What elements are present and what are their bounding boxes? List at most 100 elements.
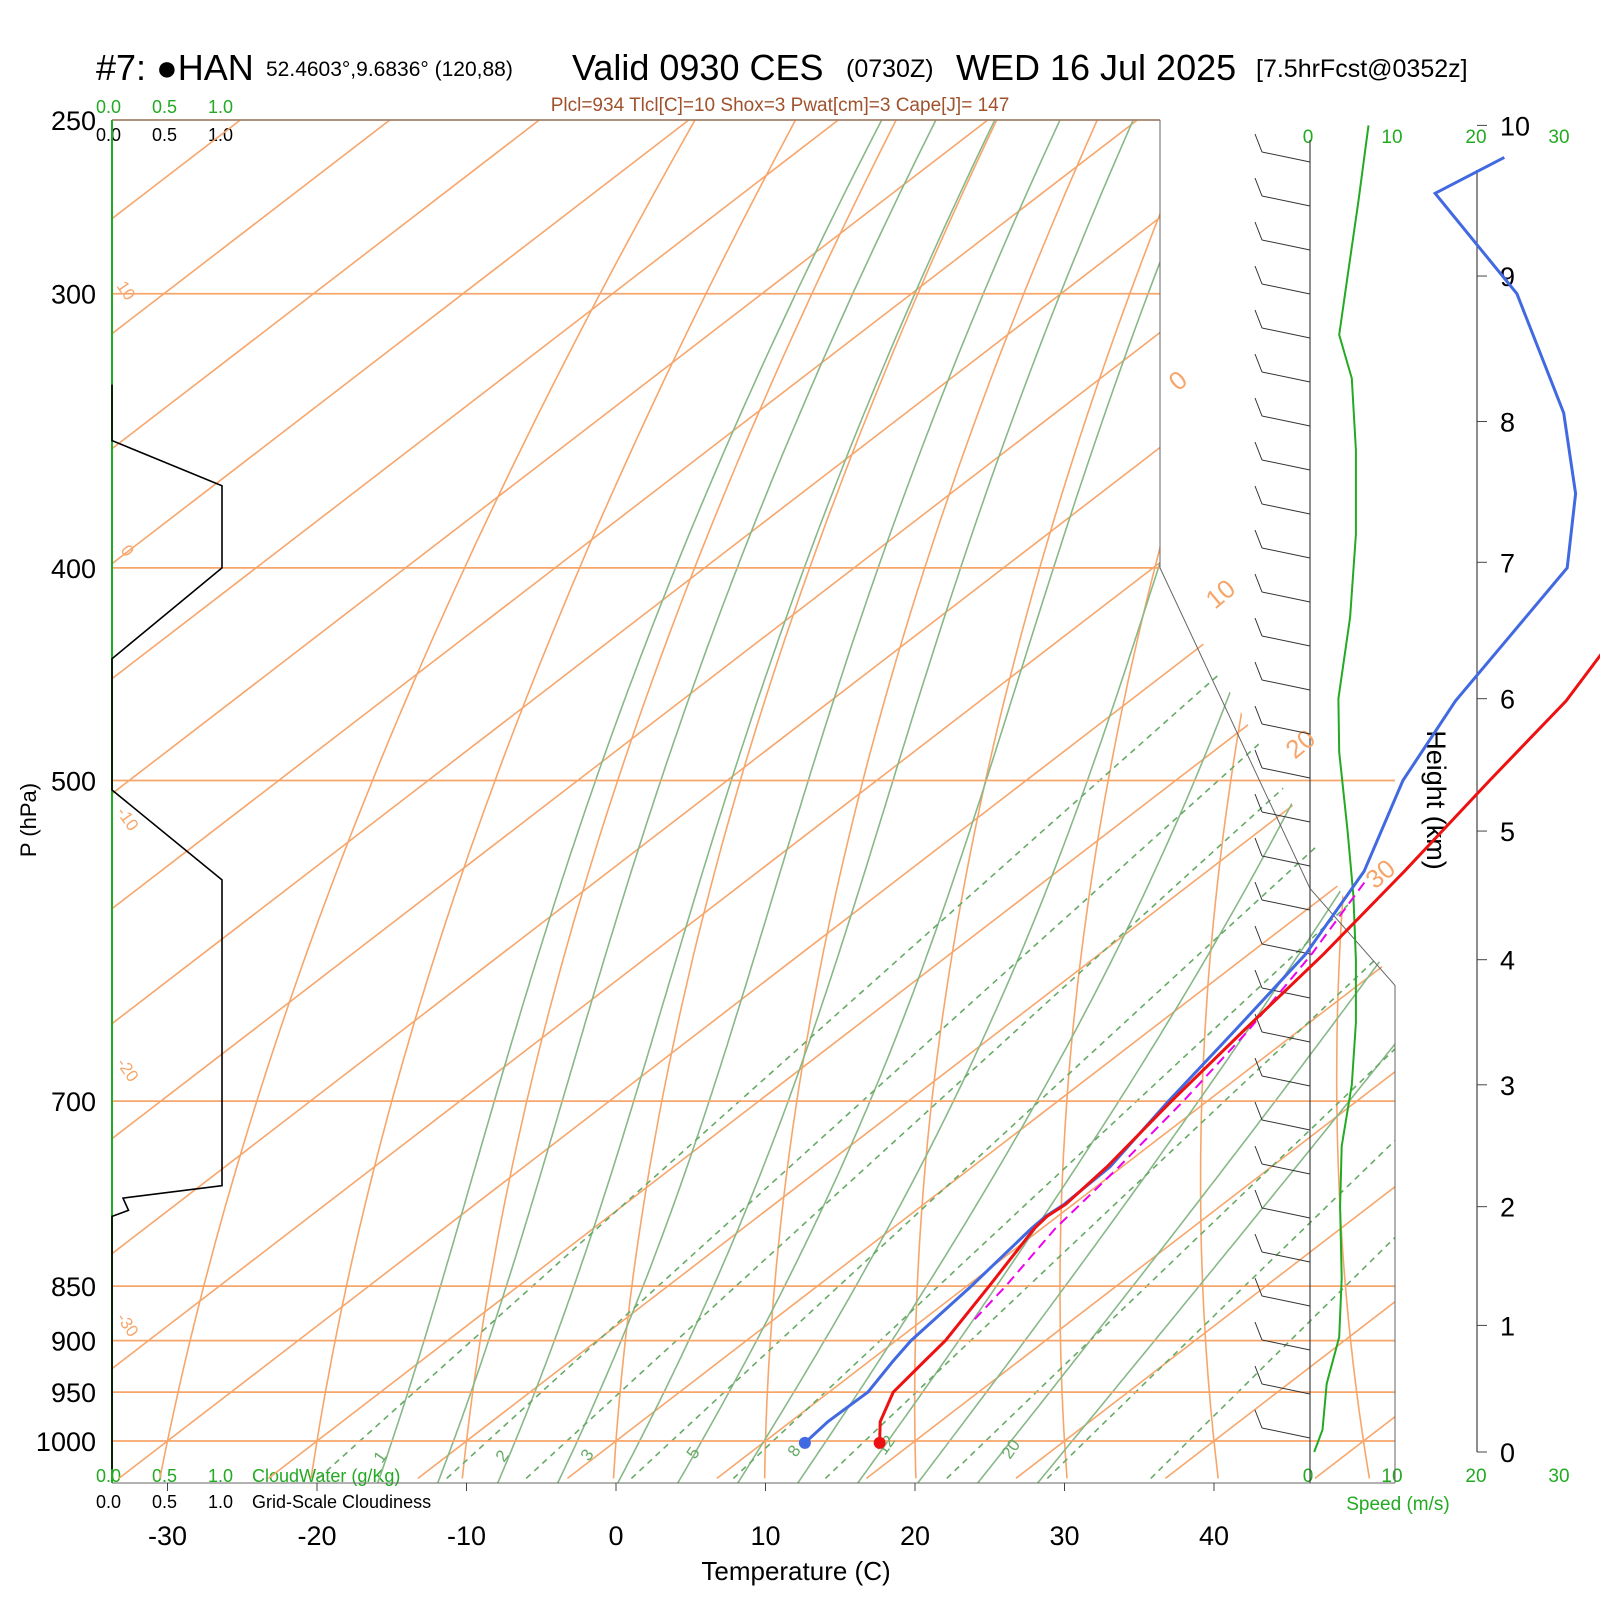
isotherm-line — [1015, 120, 1395, 1480]
wind-barb-flag — [1254, 221, 1263, 241]
isotherm-label-left: -30 — [113, 1309, 143, 1340]
cloudwater-tick: 0.0 — [96, 1466, 121, 1486]
wind-barb-shaft — [1261, 723, 1311, 735]
isotherm-line — [112, 120, 591, 1480]
wind-barb — [1254, 441, 1311, 471]
height-tick-label: 6 — [1500, 685, 1515, 715]
wind-barb-shaft — [1261, 1163, 1311, 1175]
wind-barb — [1254, 221, 1311, 251]
pressure-tick-label: 250 — [51, 106, 96, 136]
mixing-ratio-label: 2 — [492, 1447, 513, 1466]
wind-barb — [1254, 529, 1311, 559]
wind-barb-shaft — [1261, 591, 1311, 603]
wind-barb — [1254, 1145, 1311, 1175]
isotherm-label: 0 — [1163, 364, 1193, 396]
dry-adiabat-line — [913, 120, 1215, 1479]
wind-barb — [1254, 573, 1311, 603]
dry-adiabat-line — [612, 120, 1017, 1479]
isotherm-line — [1464, 81, 1600, 1478]
moist-adiabat-line — [853, 120, 1395, 1483]
moist-adiabat-line — [495, 120, 1015, 1483]
height-tick-label: 5 — [1500, 817, 1515, 847]
wind-barb — [1254, 705, 1311, 735]
cloudiness-tick: 0.0 — [96, 125, 121, 145]
wind-barb-flag — [1254, 441, 1263, 461]
height-tick-label: 4 — [1500, 946, 1515, 976]
wind-barb-flag — [1254, 177, 1263, 197]
wind-barb — [1254, 177, 1311, 207]
wind-barb — [1254, 1365, 1311, 1395]
axis-tick-labels: -30 -20 -10 0 10 20 30 402503004005007008509009… — [36, 106, 1530, 1551]
height-tick-label: 3 — [1500, 1071, 1515, 1101]
wind-barb — [1254, 749, 1311, 779]
height-tick-label: 0 — [1500, 1438, 1515, 1468]
dry-adiabat-line — [763, 120, 1116, 1479]
wind-barb — [1254, 133, 1311, 163]
height-tick-label: 2 — [1500, 1193, 1515, 1223]
mixing-ratio-line — [525, 567, 1395, 1479]
moist-adiabat-line — [674, 120, 1235, 1483]
isotherm-line — [112, 120, 890, 1480]
isotherm-line — [112, 120, 740, 1480]
wind-barb — [1254, 1057, 1311, 1087]
isotherm-label: 10 — [1200, 573, 1241, 615]
wind-barb-flag — [1254, 705, 1263, 725]
cloudwater-tick: 0.5 — [152, 97, 177, 117]
valid-date: WED 16 Jul 2025 — [956, 47, 1236, 88]
frame-right-slant — [1159, 567, 1396, 1483]
x-tick-label: 30 — [1049, 1521, 1079, 1551]
speed-tick: 20 — [1465, 1466, 1486, 1487]
valid-time: Valid 0930 CES — [572, 47, 824, 88]
wind-barb-flag — [1254, 573, 1263, 593]
cloudwater-tick: 0.5 — [152, 1466, 177, 1486]
moist-adiabat-line — [734, 120, 1330, 1483]
wind-barb — [1254, 1101, 1311, 1131]
speed-tick: 30 — [1548, 1466, 1569, 1487]
wind-barb-flag — [1254, 485, 1263, 505]
cloudwater-label: CloudWater (g/Kg) — [252, 1466, 400, 1486]
dry-adiabat-line — [1335, 120, 1395, 1479]
wind-barb — [1254, 309, 1311, 339]
cloud-scale-bottom: 0.0 0.5 1.0 CloudWater (g/Kg) 0.0 0.5 1.… — [96, 1466, 431, 1512]
wind-speed-line — [1313, 125, 1370, 1453]
mixing-ratio-lines — [317, 567, 1395, 1479]
wind-barb-flag — [1254, 1101, 1263, 1121]
valid-zulu: (0730Z) — [846, 55, 934, 83]
dry-adiabat-line — [310, 120, 818, 1479]
wind-barb-flag — [1254, 133, 1263, 153]
cloudiness-tick: 1.0 — [208, 1492, 233, 1512]
mixing-ratio-line — [1150, 567, 1395, 1479]
wind-barb-shaft — [1261, 327, 1311, 339]
wind-barb-shaft — [1261, 1119, 1311, 1131]
isotherm-label-left: -10 — [113, 803, 143, 834]
wind-barb — [1254, 485, 1311, 515]
mixing-ratio-line — [317, 567, 1340, 1479]
wind-barb-shaft — [1261, 679, 1311, 691]
wind-barb-shaft — [1261, 459, 1311, 471]
pressure-tick-label: 950 — [51, 1378, 96, 1408]
mixing-ratio-label: 20 — [998, 1436, 1024, 1462]
wind-barb-flag — [1254, 1233, 1263, 1253]
parcel-path — [973, 879, 1368, 1320]
x-tick-label: 40 — [1199, 1521, 1229, 1551]
cloudiness-profile — [111, 384, 223, 1470]
isotherm-label: 30 — [1360, 853, 1401, 895]
moist-adiabat-line — [614, 120, 1152, 1483]
height-tick-label: 7 — [1500, 548, 1515, 578]
wind-barb — [1254, 1409, 1311, 1439]
pressure-tick-label: 1000 — [36, 1427, 96, 1457]
speed-scale-top: 0 10 20 30 — [1303, 127, 1570, 148]
mixing-ratio-line — [824, 567, 1395, 1479]
wind-barb-flag — [1254, 969, 1263, 989]
wind-barb-flag — [1254, 529, 1263, 549]
isotherm-label-left: 10 — [113, 277, 139, 303]
wind-barb-shaft — [1261, 811, 1311, 823]
station-title: #7: ●HAN — [96, 47, 254, 88]
wind-barb — [1254, 397, 1311, 427]
wind-barb-flag — [1254, 1321, 1263, 1341]
wind-barb — [1254, 1321, 1311, 1351]
height-tick-label: 10 — [1500, 111, 1530, 141]
speed-tick: 10 — [1381, 127, 1402, 148]
isotherm-label-left: -20 — [113, 1054, 143, 1085]
wind-barb — [1254, 881, 1311, 911]
